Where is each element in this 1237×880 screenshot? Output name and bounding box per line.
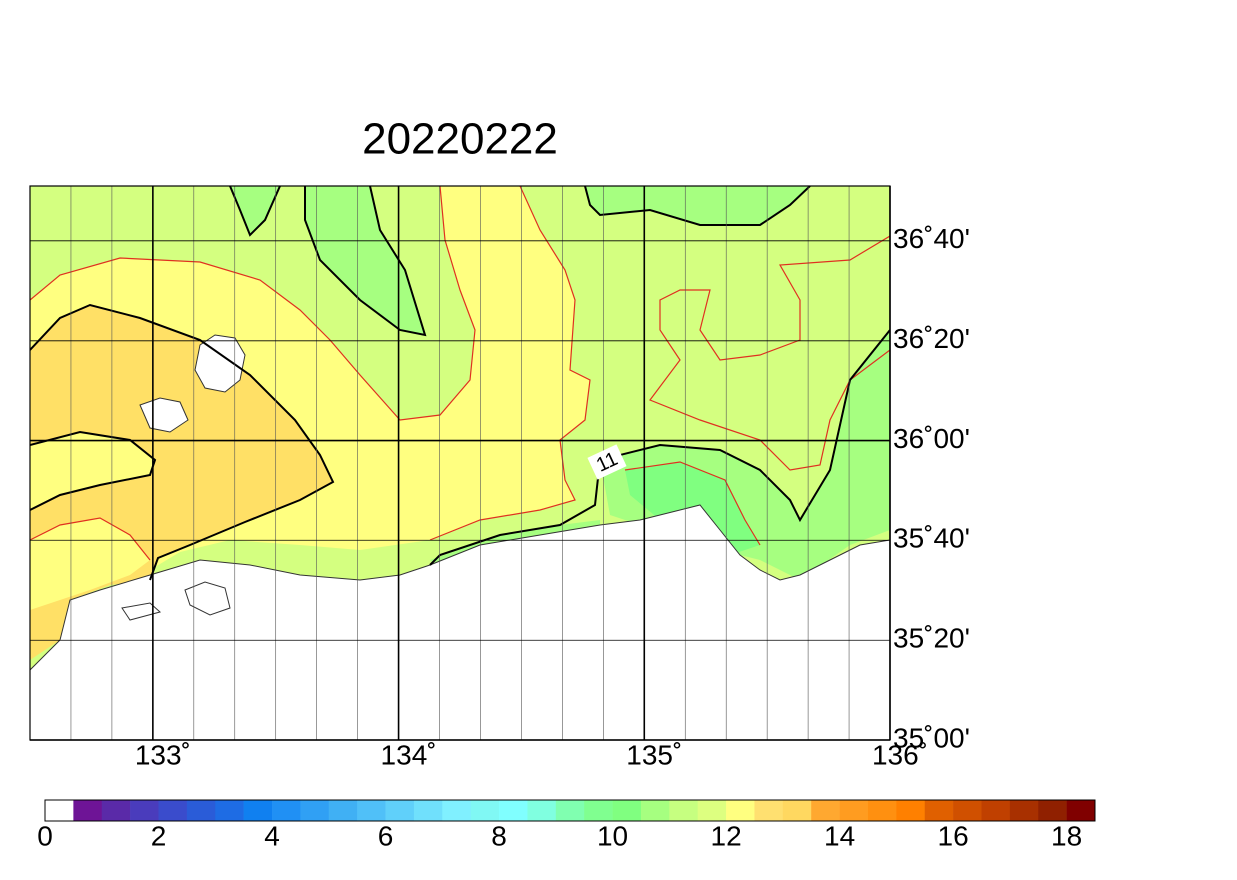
colorbar-box	[953, 800, 982, 821]
colorbar-box	[782, 800, 812, 821]
colorbar-tick-label: 0	[37, 820, 53, 851]
colorbar-box	[640, 800, 670, 821]
contour-line	[30, 186, 476, 421]
colorbar-box	[300, 800, 330, 821]
colorbar-box	[584, 800, 613, 821]
contour-line	[429, 186, 591, 541]
colorbar-box	[272, 800, 301, 821]
colorbar-tick-label: 16	[938, 820, 969, 851]
x-tick-label: 135˚	[626, 739, 682, 770]
colorbar-box	[839, 800, 869, 821]
y-tick-label: 35˚20'	[893, 623, 970, 654]
colorbar-box	[186, 800, 216, 821]
colorbar-box	[130, 800, 159, 821]
map-frame	[29, 185, 891, 741]
colorbar-box	[981, 800, 1011, 821]
colorbar-box	[73, 800, 103, 821]
cool-zone	[585, 186, 810, 225]
colorbar-box	[811, 800, 840, 821]
colorbar-box	[1066, 800, 1096, 821]
colorbar-box	[924, 800, 954, 821]
colorbar-box	[612, 800, 642, 821]
warm-band	[30, 432, 155, 510]
island	[121, 602, 162, 621]
colorbar-box	[896, 800, 926, 821]
colorbar-box	[697, 800, 727, 821]
colorbar-tick-label: 6	[378, 820, 394, 851]
colorbar-tick-label: 12	[711, 820, 742, 851]
contour-line	[30, 303, 335, 581]
map-fields	[30, 186, 890, 740]
y-tick-label: 36˚40'	[893, 223, 970, 254]
contour-line	[649, 235, 890, 471]
colorbar-box	[357, 800, 386, 821]
contour-line	[624, 461, 761, 546]
cool-zone	[305, 186, 425, 335]
colorbar-box	[413, 800, 443, 821]
contour-line	[229, 186, 281, 237]
colorbar-frame	[44, 799, 1096, 822]
colorbar-box	[385, 800, 415, 821]
colorbar-box	[669, 800, 699, 821]
colorbar-box	[867, 800, 897, 821]
contour-line	[304, 186, 427, 337]
colorbar-tick-label: 10	[597, 820, 628, 851]
colorbar-box	[328, 800, 358, 821]
colorbar-box	[555, 800, 585, 821]
colorbar-tick-label: 4	[264, 820, 280, 851]
island	[194, 334, 246, 393]
colorbar-box	[158, 800, 188, 821]
colorbar-box	[527, 800, 557, 821]
y-tick-label: 36˚20'	[893, 323, 970, 354]
colorbar-box	[243, 800, 273, 821]
colorbar: 0 2 4 6 8 10 12 14 16 18	[37, 799, 1096, 851]
colorbar-box	[1038, 800, 1067, 821]
colorbar-box	[45, 800, 74, 821]
land	[30, 504, 890, 740]
colorbar-box	[1009, 800, 1039, 821]
colorbar-tick-label: 18	[1051, 820, 1082, 851]
x-tick-label: 133˚	[135, 739, 191, 770]
contour-line	[584, 186, 811, 226]
y-tick-label: 35˚00'	[893, 722, 970, 753]
contour-line	[30, 517, 151, 561]
colorbar-box	[499, 800, 528, 821]
colorbar-box	[215, 800, 244, 821]
contour-label: 11	[587, 444, 627, 480]
cool-zone	[230, 186, 280, 235]
warm-band	[30, 518, 150, 610]
map-title: 20220222	[362, 115, 558, 164]
y-tick-label: 36˚00'	[893, 423, 970, 454]
island	[139, 397, 189, 433]
y-tick-label: 35˚40'	[893, 523, 970, 554]
colorbar-box	[754, 800, 784, 821]
colorbar-tick-label: 14	[824, 820, 855, 851]
colorbar-box	[101, 800, 131, 821]
colorbar-box	[470, 800, 500, 821]
island	[184, 581, 231, 616]
colorbar-box	[442, 800, 471, 821]
colorbar-tick-label: 2	[151, 820, 167, 851]
colorbar-tick-label: 8	[491, 820, 507, 851]
contour-label-box	[587, 444, 627, 480]
x-tick-label: 134˚	[381, 739, 437, 770]
x-tick-label: 136˚	[872, 739, 928, 770]
colorbar-box	[726, 800, 755, 821]
contour-line	[429, 329, 890, 566]
